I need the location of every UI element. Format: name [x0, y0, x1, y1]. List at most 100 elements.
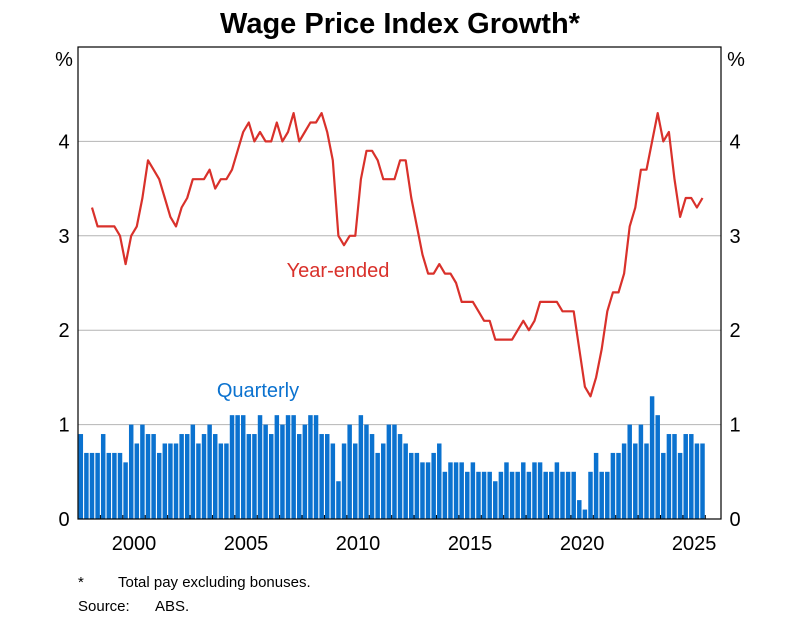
source-label: Source:: [78, 598, 130, 615]
y-unit-right: %: [727, 49, 745, 71]
quarterly-bar: [112, 452, 117, 519]
quarterly-bar: [235, 415, 240, 519]
chart-title: Wage Price Index Growth*: [220, 8, 581, 40]
quarterly-bar: [403, 443, 408, 519]
quarterly-bar: [694, 443, 700, 519]
quarterly-bar: [257, 415, 263, 519]
quarterly-bar: [353, 443, 358, 519]
y-tick-label-right: 3: [729, 226, 740, 248]
quarterly-bar: [666, 434, 672, 519]
quarterly-bar: [560, 471, 565, 519]
quarterly-bar: [700, 443, 705, 519]
x-tick-label: 2000: [112, 533, 157, 555]
quarterly-bar: [151, 434, 156, 519]
quarterly-bar: [593, 452, 599, 519]
quarterly-bar: [252, 434, 257, 519]
quarterly-bar: [481, 471, 487, 519]
y-tick-label-right: 2: [729, 320, 740, 342]
y-tick-label-left: 0: [58, 509, 69, 531]
quarterly-bar: [465, 471, 470, 519]
quarterly-bar: [633, 443, 638, 519]
quarterly-bar: [649, 396, 655, 519]
y-tick-label-right: 4: [729, 131, 740, 153]
quarterly-bar: [145, 434, 151, 519]
quarterly-bar: [549, 471, 554, 519]
quarterly-bar: [375, 452, 380, 519]
quarterly-bar: [515, 471, 520, 519]
quarterly-bar: [627, 424, 632, 519]
quarterly-bar: [459, 462, 464, 519]
quarterly-bar: [605, 471, 610, 519]
quarterly-bar: [325, 434, 330, 519]
quarterly-bar: [425, 462, 431, 519]
quarterly-bar: [358, 415, 364, 519]
quarterly-bar: [207, 424, 212, 519]
quarterly-bar: [498, 471, 504, 519]
quarterly-bar: [117, 452, 123, 519]
quarterly-bar: [610, 452, 616, 519]
quarterly-bar: [386, 424, 392, 519]
quarterly-bar: [448, 462, 453, 519]
quarterly-bar: [470, 462, 476, 519]
quarterly-bar: [571, 471, 576, 519]
series-label-year-ended: Year-ended: [287, 260, 390, 282]
quarterly-bar: [532, 462, 537, 519]
quarterly-bar: [313, 415, 319, 519]
source-text: ABS.: [155, 598, 189, 615]
quarterly-bar: [683, 434, 688, 519]
quarterly-bar: [341, 443, 347, 519]
quarterly-bar: [672, 434, 677, 519]
quarterly-bar: [526, 471, 532, 519]
quarterly-bar: [347, 424, 352, 519]
quarterly-bar: [392, 424, 397, 519]
quarterly-bar: [224, 443, 229, 519]
quarterly-bar: [268, 434, 274, 519]
quarterly-bar: [201, 434, 207, 519]
quarterly-bar: [453, 462, 459, 519]
quarterly-bar: [487, 471, 492, 519]
quarterly-bar: [123, 462, 128, 519]
quarterly-bar: [554, 462, 560, 519]
quarterly-bar: [493, 481, 498, 519]
quarterly-bar: [196, 443, 201, 519]
quarterly-bar: [599, 471, 604, 519]
series-label-quarterly: Quarterly: [217, 380, 299, 402]
quarterly-bar: [319, 434, 324, 519]
quarterly-bar: [78, 434, 84, 519]
quarterly-bar: [140, 424, 145, 519]
quarterly-bar: [431, 452, 436, 519]
y-tick-label-right: 0: [729, 509, 740, 531]
quarterly-bar: [302, 424, 308, 519]
quarterly-bar: [381, 443, 386, 519]
quarterly-bars: [78, 396, 705, 519]
quarterly-bar: [212, 434, 218, 519]
quarterly-bar: [274, 415, 280, 519]
quarterly-bar: [84, 452, 89, 519]
quarterly-bar: [577, 500, 582, 519]
quarterly-bar: [689, 434, 694, 519]
quarterly-bar: [409, 452, 414, 519]
quarterly-bar: [218, 443, 224, 519]
quarterly-bar: [677, 452, 683, 519]
quarterly-bar: [414, 452, 420, 519]
gridlines: [78, 140, 721, 426]
y-tick-label-left: 3: [58, 226, 69, 248]
quarterly-bar: [291, 415, 296, 519]
quarterly-bar: [369, 434, 375, 519]
quarterly-bar: [437, 443, 442, 519]
quarterly-bar: [521, 462, 526, 519]
x-tick-label: 2015: [448, 533, 493, 555]
quarterly-bar: [336, 481, 341, 519]
y-axis: 0 0 1 1 2 2 3 3 4 4: [58, 131, 740, 531]
quarterly-bar: [308, 415, 313, 519]
quarterly-bar: [280, 424, 285, 519]
plot-frame: [77, 46, 722, 520]
quarterly-bar: [504, 462, 509, 519]
quarterly-bar: [95, 452, 100, 519]
quarterly-bar: [285, 415, 291, 519]
quarterly-bar: [582, 509, 588, 519]
quarterly-bar: [240, 415, 246, 519]
x-axis: 2000 2005 2010 2015 2020 2025: [77, 515, 716, 555]
quarterly-bar: [616, 452, 621, 519]
